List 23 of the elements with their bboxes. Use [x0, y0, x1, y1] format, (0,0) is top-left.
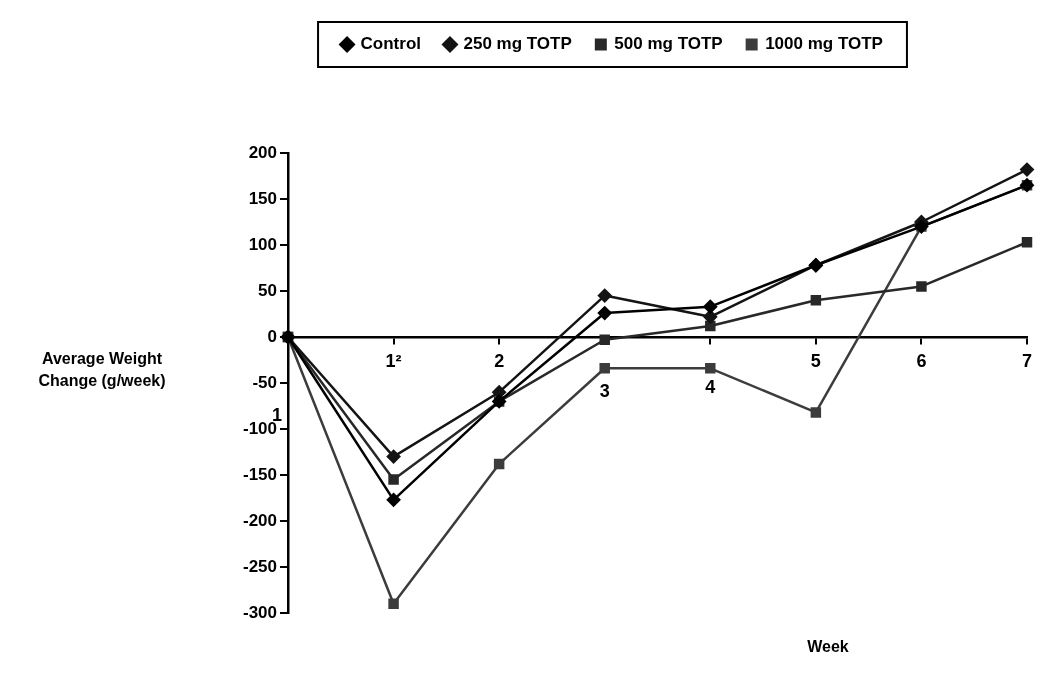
- y-tick-label: 100: [248, 234, 277, 254]
- y-tick-label: -150: [242, 464, 277, 484]
- x-tick-label: 3: [599, 380, 610, 401]
- legend-label: 500 mg TOTP: [614, 34, 723, 54]
- y-tick-label: -50: [252, 372, 277, 392]
- y-tick-label: -300: [242, 602, 277, 622]
- y-tick-label: 50: [258, 280, 277, 300]
- legend-label: 1000 mg TOTP: [765, 34, 883, 54]
- y-tick-label: 0: [267, 326, 277, 346]
- x-tick-label: 7: [1021, 350, 1033, 371]
- x-tick-label: 1²: [385, 350, 402, 371]
- y-tick-label: -250: [242, 556, 277, 576]
- y-axis-title: Average Weight Change (g/week): [37, 349, 167, 391]
- y-tick-label: 200: [248, 142, 277, 162]
- x-tick-label: 4: [705, 376, 716, 397]
- x-tick-label: 6: [916, 350, 927, 371]
- legend-label: Control: [360, 34, 421, 54]
- legend-label: 250 mg TOTP: [463, 34, 572, 54]
- y-tick-label: -200: [242, 510, 277, 530]
- x-tick-label: 2: [494, 350, 505, 371]
- x-axis-title: Week: [806, 638, 850, 656]
- x-tick-label: 5: [810, 350, 821, 371]
- y-tick-label: 150: [248, 188, 277, 208]
